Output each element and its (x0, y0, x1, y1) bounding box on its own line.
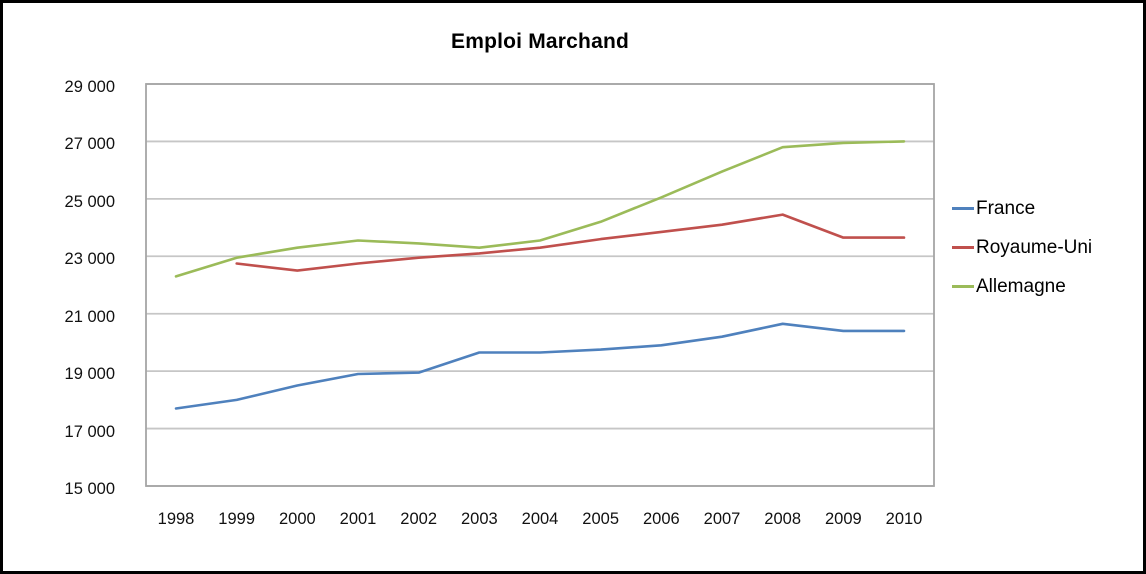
y-tick-label: 15 000 (64, 480, 115, 498)
legend-item-royaume-uni: Royaume-Uni (952, 228, 1092, 267)
series-line-allemagne (174, 140, 906, 278)
y-tick-label: 29 000 (64, 78, 115, 96)
legend-marker-france (952, 207, 974, 210)
plot-border (145, 83, 935, 487)
y-tick-label: 25 000 (64, 192, 115, 211)
legend-label-royaume-uni: Royaume-Uni (976, 236, 1093, 258)
x-tick-label: 2000 (278, 510, 316, 528)
legend-marker-allemagne (952, 285, 974, 288)
y-tick-label: 17 000 (64, 422, 115, 441)
x-tick-label: 2008 (764, 510, 802, 528)
x-tick-label: 2007 (703, 510, 741, 528)
y-tick-label: 19 000 (64, 365, 115, 384)
y-tick-label: 21 000 (64, 307, 115, 326)
x-tick-label: 2009 (824, 510, 862, 528)
x-tick-label: 2004 (521, 510, 559, 528)
x-tick-label: 1999 (218, 510, 256, 528)
legend-item-allemagne: Allemagne (952, 267, 1092, 306)
series-line-france (174, 322, 906, 410)
y-tick-label: 27 000 (64, 135, 115, 154)
y-tick-label: 23 000 (64, 250, 115, 269)
x-tick-label: 2010 (885, 510, 923, 528)
legend-item-france: France (952, 189, 1092, 228)
legend-label-france: France (976, 197, 1036, 219)
legend: France Royaume-Uni Allemagne (952, 189, 1092, 306)
chart-title: Emploi Marchand (450, 30, 630, 53)
x-tick-label: 1998 (157, 510, 195, 528)
legend-marker-royaume-uni (952, 246, 974, 249)
series-line-royaume-uni (235, 213, 906, 272)
plot-area (145, 83, 935, 487)
legend-label-allemagne: Allemagne (976, 275, 1066, 297)
x-tick-label: 2005 (582, 510, 620, 528)
x-tick-label: 2002 (400, 510, 438, 528)
x-tick-label: 2003 (460, 510, 498, 528)
x-tick-label: 2001 (339, 510, 377, 528)
x-tick-label: 2006 (642, 510, 680, 528)
